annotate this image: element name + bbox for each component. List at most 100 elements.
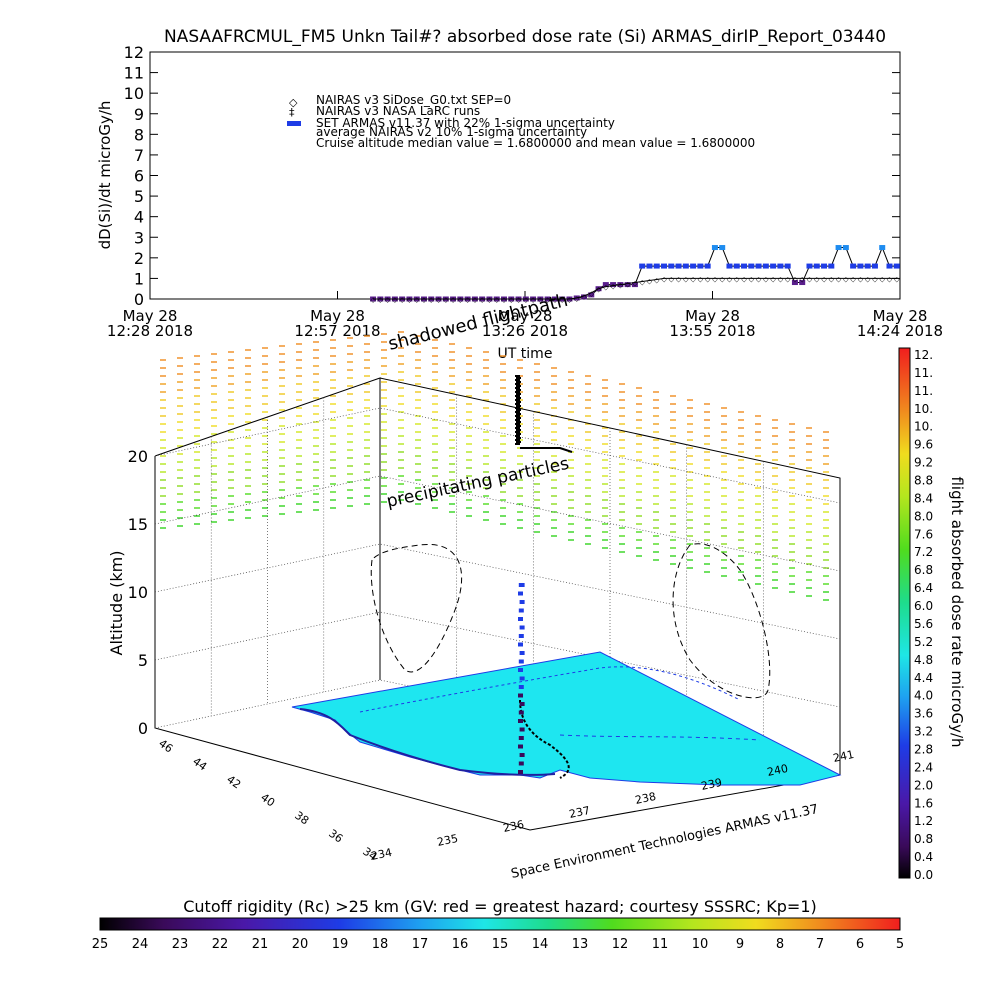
nairas-data-point: ◇ — [487, 296, 493, 304]
nairas-data-point: ◇ — [705, 275, 711, 283]
shadow-track-point — [516, 429, 521, 431]
altitude-axis-label: Altitude (km) — [107, 551, 126, 656]
dose-colorbar-tick-label: 12. — [914, 348, 933, 362]
dose-colorbar-tick-label: 2.4 — [914, 760, 933, 774]
flight-track-point — [518, 591, 523, 596]
dose-colorbar-tick-label: 10. — [914, 420, 933, 434]
nairas-data-point: ◇ — [770, 275, 776, 283]
nairas-data-point: ◇ — [574, 295, 580, 303]
longitude-tick-label: 234 — [370, 846, 393, 863]
rc-colorbar-tick-label: 13 — [572, 937, 589, 952]
shadow-track-point — [516, 389, 521, 391]
rc-colorbar-tick-label: 5 — [896, 937, 904, 952]
nairas-data-point: ◇ — [829, 275, 835, 283]
latitude-tick-label: 46 — [156, 737, 175, 756]
shadow-track-point — [516, 409, 521, 411]
armas-data-point — [580, 294, 587, 300]
dose-colorbar-tick-label: 4.4 — [914, 671, 933, 685]
legend-entry-nairas-v2: average NAIRAS v2 10% 1-sigma uncertaint… — [316, 125, 587, 139]
dose-colorbar-ticks: 12. 11. 11. 10. 10. 9.6 9.2 8.8 8.4 8.0 7.6 7.2 6.8 6… — [914, 348, 933, 882]
dose-colorbar-tick-label: 3.6 — [914, 707, 933, 721]
nairas-data-point: ◇ — [683, 275, 689, 283]
altitude-tick-label: 10 — [128, 583, 148, 602]
armas-data-point — [806, 263, 813, 269]
armas-data-point — [784, 263, 791, 269]
ts-ytick-label: 4 — [134, 208, 144, 227]
rc-colorbar-tick-label: 18 — [372, 937, 389, 952]
legend-entry-cruise-median: Cruise altitude median value = 1.6800000… — [316, 136, 755, 150]
nairas-data-point: ◇ — [625, 281, 631, 289]
rc-colorbar-tick-label: 14 — [532, 937, 549, 952]
armas-data-point — [733, 263, 740, 269]
nairas-data-point: ◇ — [690, 275, 696, 283]
nairas-data-point: ◇ — [399, 296, 405, 304]
nairas-data-point: ◇ — [567, 296, 573, 304]
flight-track-point — [518, 685, 524, 689]
nairas-data-point: ◇ — [647, 277, 653, 285]
armas-data-point — [697, 263, 704, 269]
ts-ytick-label: 2 — [134, 249, 144, 268]
shadow-dashed-right — [672, 543, 771, 699]
nairas-data-point: ◇ — [472, 296, 478, 304]
nairas-data-point: ◇ — [581, 293, 587, 301]
armas-data-point — [726, 263, 733, 269]
nairas-data-point: ◇ — [661, 275, 667, 283]
flight-track-point — [518, 659, 524, 664]
armas-data-point — [835, 245, 842, 251]
shadow-track-point — [515, 431, 520, 433]
nairas-data-point: ◇ — [523, 296, 529, 304]
shadow-track-point — [516, 377, 521, 379]
ts-x-axis-label: UT time — [498, 346, 553, 362]
shadow-track-point — [516, 417, 521, 419]
flight-track-point — [519, 676, 525, 681]
armas-data-point — [682, 263, 689, 269]
rigidity-contour-2 — [559, 734, 761, 741]
armas-data-point — [821, 263, 828, 269]
rc-colorbar-tick-label: 11 — [652, 937, 669, 952]
armas-data-point — [813, 263, 820, 269]
altitude-gridline — [154, 611, 841, 708]
ts-xtick-time: 12:57 2018 — [294, 322, 380, 340]
shadow-track-point — [515, 419, 520, 421]
ts-xtick-date: May 28 — [685, 307, 740, 325]
armas-data-point — [799, 280, 806, 286]
armas-data-point — [711, 245, 718, 251]
ts-xtick-date: May 28 — [873, 307, 928, 325]
flight-track-point — [518, 761, 524, 766]
shadow-track-point — [516, 437, 521, 439]
ts-ytick-label: 12 — [124, 43, 144, 62]
altitude-gridline — [154, 543, 841, 640]
nairas-data-point: ◇ — [436, 296, 442, 304]
flight-track-point — [518, 634, 524, 638]
nairas-data-point: ◇ — [654, 276, 660, 284]
rc-colorbar-tick-label: 12 — [612, 937, 629, 952]
nairas-data-point: ◇ — [516, 296, 522, 304]
shadow-track-point — [515, 415, 520, 417]
nairas-data-point: ◇ — [421, 296, 427, 304]
armas-data-point — [777, 263, 784, 269]
dose-colorbar-tick-label: 11. — [914, 366, 933, 380]
nairas-data-point: ◇ — [559, 296, 565, 304]
nairas-data-point: ◇ — [858, 275, 864, 283]
dose-colorbar-tick-label: 7.6 — [914, 527, 933, 541]
nairas-data-point: ◇ — [370, 296, 376, 304]
nairas-data-point: ◇ — [676, 275, 682, 283]
armas-data-point — [639, 263, 646, 269]
dose-colorbar-tick-label: 4.0 — [914, 689, 933, 703]
rc-colorbar-tick-label: 7 — [816, 937, 824, 952]
armas-data-point — [653, 263, 660, 269]
nairas-data-point: ◇ — [792, 275, 798, 283]
legend-symbol-nairas-g0: ◇ — [289, 96, 298, 109]
nairas-data-point: ◇ — [720, 275, 726, 283]
california-map-surface — [291, 651, 842, 786]
nairas-data-point: ◇ — [698, 275, 704, 283]
rc-colorbar-tick-label: 20 — [292, 937, 309, 952]
armas-data-point — [602, 282, 609, 288]
shadow-track-point — [515, 407, 520, 409]
flight-track-point — [518, 736, 524, 740]
flight-track-point — [518, 617, 523, 621]
